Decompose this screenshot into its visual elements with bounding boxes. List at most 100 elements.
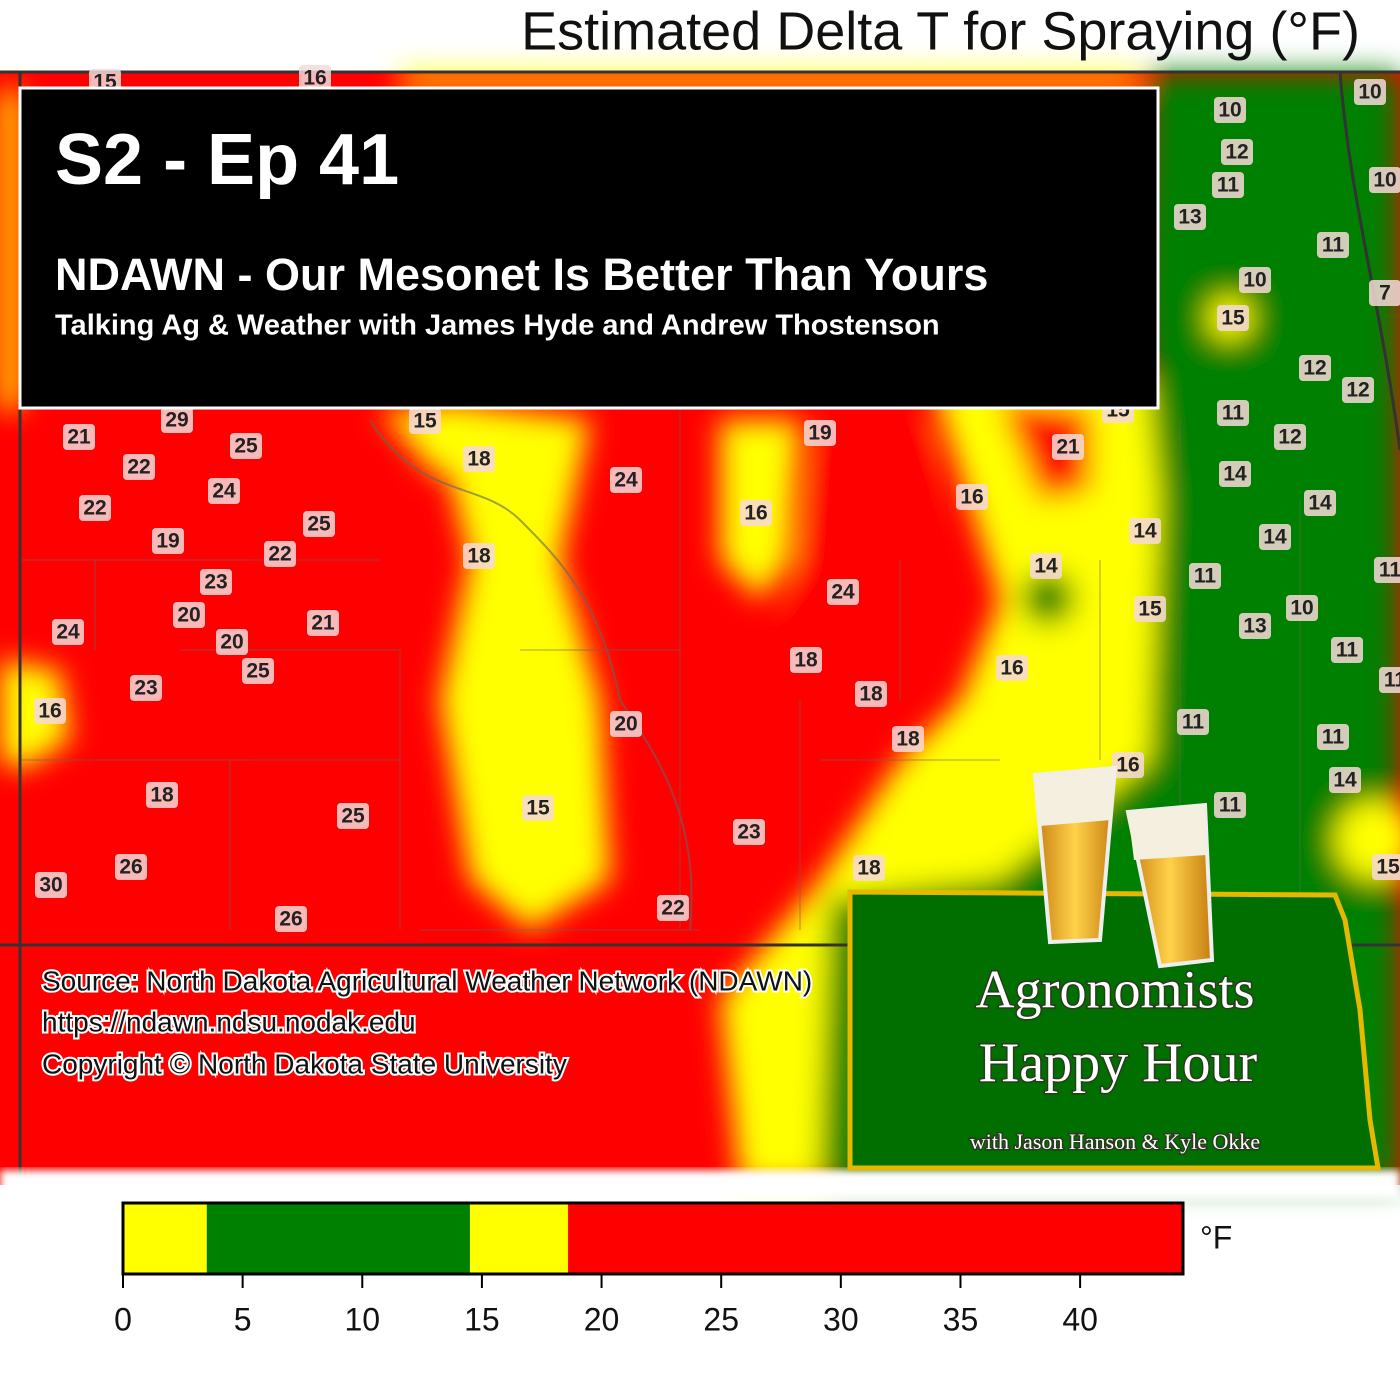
tick-label: 30 (823, 1301, 859, 1337)
station-value: 16 (960, 486, 983, 509)
station-box (123, 454, 155, 480)
station-box (52, 619, 84, 645)
station-box (173, 602, 205, 628)
station-value: 11 (1194, 565, 1217, 588)
station-box (610, 467, 642, 493)
station-value: 18 (150, 784, 174, 807)
beer-glass (1032, 765, 1118, 945)
station-value: 25 (246, 660, 270, 683)
station-value: 15 (1376, 856, 1400, 879)
station-value: 14 (1133, 520, 1157, 543)
station-value: 18 (467, 448, 491, 471)
station-box (1329, 767, 1361, 793)
station-box (740, 500, 772, 526)
station-value: 10 (1358, 81, 1381, 104)
station-box (1274, 424, 1306, 450)
station-value: 26 (119, 856, 142, 879)
station-value: 15 (413, 410, 437, 433)
station-box (161, 407, 193, 433)
station-value: 18 (859, 683, 883, 706)
station-value: 29 (165, 409, 188, 432)
station-value: 7 (1379, 282, 1391, 305)
station-value: 26 (279, 908, 302, 931)
station-box (115, 854, 147, 880)
station-box (230, 433, 262, 459)
station-value: 15 (1221, 307, 1245, 330)
station-box (1304, 490, 1336, 516)
station-box (200, 569, 232, 595)
station-box (1317, 724, 1349, 750)
station-value: 25 (341, 805, 365, 828)
tick-label: 40 (1062, 1301, 1098, 1337)
source-line: Source: North Dakota Agricultural Weathe… (42, 965, 812, 996)
station-box (34, 698, 66, 724)
station-box (409, 408, 441, 434)
station-box (1174, 204, 1206, 230)
station-box (522, 795, 554, 821)
station-value: 10 (1243, 269, 1266, 292)
station-value: 23 (134, 677, 157, 700)
station-value: 14 (1034, 555, 1058, 578)
station-value: 16 (1000, 657, 1023, 680)
station-value: 12 (1225, 141, 1248, 164)
station-box (307, 610, 339, 636)
station-value: 11 (1217, 174, 1240, 197)
tick-label: 5 (234, 1301, 252, 1337)
source-line: https://ndawn.ndsu.nodak.edu (42, 1006, 416, 1037)
station-value: 11 (1336, 639, 1359, 662)
station-box (130, 675, 162, 701)
station-box (804, 420, 836, 446)
station-box (1369, 280, 1400, 306)
colorbar-segment (469, 1203, 569, 1274)
station-box (275, 906, 307, 932)
station-box (1221, 139, 1253, 165)
station-box (956, 484, 988, 510)
logo-line: Happy Hour (979, 1032, 1258, 1094)
header-title: NDAWN - Our Mesonet Is Better Than Yours (55, 249, 988, 300)
stations: 15 16 10 12 11 13 10 10 11 10 7 15 12 12 11 12 14 14 14 14 1… (34, 65, 1400, 941)
station-box (1214, 792, 1246, 818)
station-box (996, 655, 1028, 681)
station-value: 13 (1243, 615, 1266, 638)
station-value: 14 (1223, 463, 1247, 486)
station-value: 21 (67, 426, 91, 449)
station-value: 22 (661, 897, 684, 920)
station-box (1219, 461, 1251, 487)
station-box (1259, 524, 1291, 550)
station-box (152, 528, 184, 554)
station-box (264, 541, 296, 567)
logo-outline (847, 889, 1381, 1171)
colorbar-frame (121, 1201, 1185, 1276)
map-fade (0, 1170, 1400, 1200)
station-value: 20 (220, 631, 243, 654)
station-value: 21 (1056, 436, 1080, 459)
station-box (1177, 709, 1209, 735)
station-box (1217, 305, 1249, 331)
station-box (1286, 595, 1318, 621)
station-value: 19 (156, 530, 179, 553)
station-box (63, 424, 95, 450)
station-value: 24 (56, 621, 80, 644)
station-box (1379, 667, 1400, 693)
station-box (1331, 637, 1363, 663)
station-value: 13 (1178, 206, 1201, 229)
station-value: 24 (212, 480, 236, 503)
beer-glass (1125, 802, 1215, 969)
station-box (1369, 167, 1400, 193)
station-box (853, 855, 885, 881)
station-box (1212, 172, 1244, 198)
station-box (146, 782, 178, 808)
logo: Agronomists Happy Hour with Jason Hanson… (847, 765, 1381, 1171)
station-value: 18 (794, 649, 818, 672)
station-box (1317, 232, 1349, 258)
station-box (1239, 267, 1271, 293)
station-value: 23 (737, 821, 760, 844)
station-value: 14 (1308, 492, 1332, 515)
tick-label: 15 (464, 1301, 500, 1337)
map-title: Estimated Delta T for Spraying (°F) (521, 1, 1360, 61)
station-box (733, 819, 765, 845)
station-value: 22 (127, 456, 150, 479)
station-value: 21 (311, 612, 335, 635)
tick-label: 10 (344, 1301, 380, 1337)
